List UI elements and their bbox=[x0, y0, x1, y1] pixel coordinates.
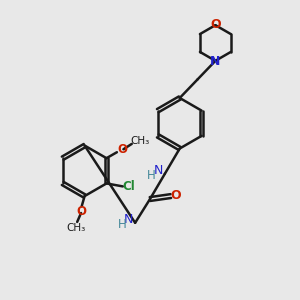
Text: H: H bbox=[117, 218, 126, 231]
Text: N: N bbox=[210, 55, 220, 68]
Text: O: O bbox=[76, 205, 86, 218]
Text: Cl: Cl bbox=[122, 180, 135, 193]
Text: CH₃: CH₃ bbox=[66, 223, 85, 233]
Text: N: N bbox=[154, 164, 163, 177]
Text: N: N bbox=[124, 213, 133, 226]
Text: H: H bbox=[147, 169, 156, 182]
Text: O: O bbox=[117, 143, 127, 156]
Text: O: O bbox=[171, 189, 182, 202]
Text: CH₃: CH₃ bbox=[130, 136, 150, 146]
Text: O: O bbox=[210, 18, 221, 31]
